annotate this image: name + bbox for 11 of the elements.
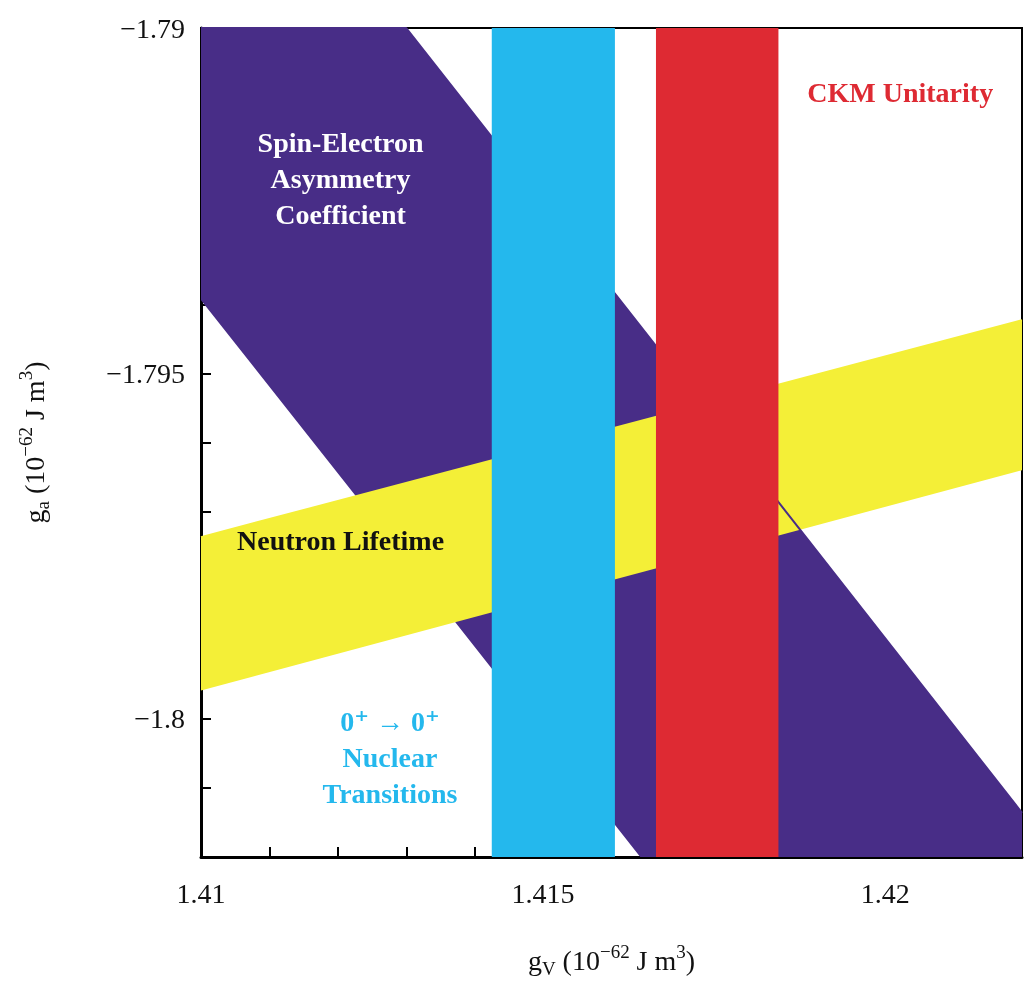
y-tick-label: −1.79 — [120, 12, 185, 44]
x-tick-label: 1.42 — [860, 877, 910, 909]
band-label: CKM Unitarity — [807, 76, 994, 108]
y-tick-label: −1.795 — [106, 357, 185, 389]
x-tick-label: 1.41 — [176, 877, 226, 909]
y-tick-label: −1.8 — [134, 703, 185, 735]
x-tick-label: 1.415 — [511, 877, 575, 909]
series-label: Neutron Lifetime — [237, 524, 445, 556]
y-axis-title: ga (10−62 J m3) — [15, 361, 53, 524]
series-label: Spin-Electron Asymmetry Coefficient — [257, 126, 424, 230]
band-label: 0⁺ → 0⁺ Nuclear Transitions — [322, 705, 458, 809]
